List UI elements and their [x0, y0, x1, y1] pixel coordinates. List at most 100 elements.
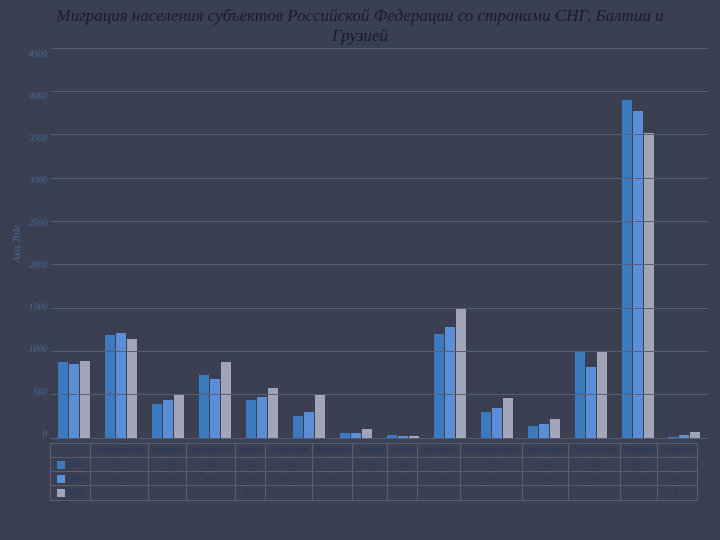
table-cell: 264 — [312, 457, 353, 471]
bar-group — [473, 49, 520, 439]
bar-group — [192, 49, 239, 439]
bar — [492, 408, 502, 438]
legend-swatch — [57, 461, 65, 469]
y-axis-label: Axis Title — [10, 225, 25, 263]
table-cell: 306 — [461, 457, 522, 471]
table-col-header: Белоруссия — [187, 443, 235, 457]
bar — [80, 361, 90, 439]
bar — [293, 416, 303, 439]
bar — [539, 424, 549, 438]
table-col-header: Грузия — [235, 443, 265, 457]
bar — [644, 133, 654, 438]
bar — [163, 400, 173, 439]
table-cell: 3911 — [620, 457, 658, 471]
bar — [528, 426, 538, 439]
table-cell: 17 — [658, 457, 698, 471]
y-tick: 0 — [43, 429, 48, 439]
chart-title: Миграция населения субъектов Российской … — [0, 0, 720, 49]
table-cell: 895 — [91, 486, 149, 500]
gridline — [51, 134, 708, 135]
legend-swatch — [57, 475, 65, 483]
bar-group — [426, 49, 473, 439]
series-label: 2009 — [67, 473, 84, 483]
gridline — [51, 91, 708, 92]
series-label: 2010 — [67, 487, 84, 497]
bar — [127, 339, 137, 439]
y-tick: 4000 — [29, 91, 47, 101]
table-cell: 482 — [265, 471, 312, 485]
table-cell: 62 — [353, 471, 388, 485]
table-cell: 1196 — [149, 457, 187, 471]
bar-group — [379, 49, 426, 439]
legend-swatch — [57, 489, 65, 497]
table-cell: 45 — [658, 471, 698, 485]
table-col-header: Армения — [149, 443, 187, 457]
table-cell: 401 — [187, 457, 235, 471]
table-cell: 1511 — [418, 486, 461, 500]
table-cell: 467 — [461, 486, 522, 500]
gridline — [51, 308, 708, 309]
table-cell: 3786 — [620, 471, 658, 485]
bar — [315, 395, 325, 438]
chart-area: Axis Title 45004000350030002500200015001… — [0, 49, 720, 439]
bar — [246, 400, 256, 439]
bar-group — [567, 49, 614, 439]
table-cell: 153 — [522, 457, 569, 471]
table-cell: 1218 — [149, 471, 187, 485]
gridline — [51, 178, 708, 179]
table-cell: 33 — [388, 486, 418, 500]
table-col-header: Украина — [620, 443, 658, 457]
y-tick: 500 — [34, 387, 48, 397]
table-col-header: Литва — [388, 443, 418, 457]
bar-group — [98, 49, 145, 439]
bar — [199, 375, 209, 439]
table-cell: 501 — [312, 486, 353, 500]
bar — [152, 404, 162, 439]
table-cell: 1009 — [569, 486, 621, 500]
y-tick: 1000 — [29, 344, 47, 354]
gridline — [51, 351, 708, 352]
bar — [550, 419, 560, 439]
bar-group — [333, 49, 380, 439]
y-axis-ticks: 450040003500300025002000150010005000 — [25, 49, 51, 439]
bar — [633, 111, 643, 439]
bar-group — [51, 49, 98, 439]
table-cell: 733 — [235, 457, 265, 471]
table-cell: 80 — [658, 486, 698, 500]
gridline — [51, 48, 708, 49]
table-col-header: Эстония — [658, 443, 698, 457]
y-tick: 3000 — [29, 175, 47, 185]
bar — [481, 412, 491, 439]
bar — [221, 362, 231, 439]
data-table: АзербайджанАрменияБелоруссияГрузияКазахс… — [50, 443, 698, 501]
table-col-header: Латвия — [353, 443, 388, 457]
bar — [456, 308, 466, 439]
table-cell: 830 — [569, 471, 621, 485]
table-col-header: Таджикистан — [461, 443, 522, 457]
table-cell: 891 — [235, 486, 265, 500]
table-col-header: Киргизия — [312, 443, 353, 457]
table-cell: 305 — [312, 471, 353, 485]
gridline — [51, 438, 708, 439]
bar — [503, 398, 513, 438]
table-cell: 45 — [388, 457, 418, 471]
table-col-header: Азербайджан — [91, 443, 149, 457]
bar — [69, 364, 79, 439]
bar — [434, 334, 444, 439]
table-cell: 692 — [235, 471, 265, 485]
table-cell: 1285 — [418, 471, 461, 485]
table-cell: 590 — [265, 486, 312, 500]
table-cell: 1210 — [418, 457, 461, 471]
bar — [445, 327, 455, 438]
bar — [58, 362, 68, 439]
bar — [174, 394, 184, 439]
bar — [210, 379, 220, 439]
table-col-header: Молдавия — [418, 443, 461, 457]
bar-group — [520, 49, 567, 439]
bar-group — [286, 49, 333, 439]
gridline — [51, 264, 708, 265]
table-cell: 885 — [91, 457, 149, 471]
gridline — [51, 394, 708, 395]
bar-group — [614, 49, 661, 439]
table-cell: 167 — [522, 471, 569, 485]
